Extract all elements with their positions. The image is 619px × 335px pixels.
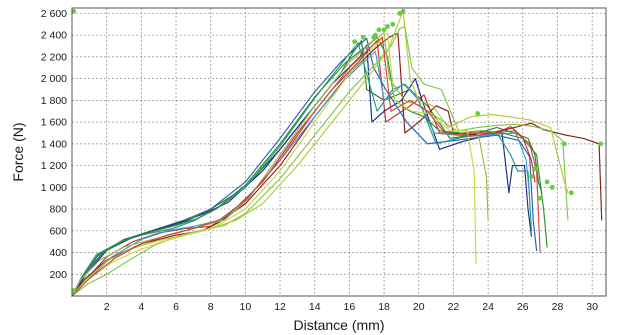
end-point-marker xyxy=(71,288,77,293)
y-tick-label: 600 xyxy=(49,225,67,237)
x-tick-label: 16 xyxy=(344,301,356,313)
x-tick-label: 10 xyxy=(240,301,252,313)
y-tick-label: 1 000 xyxy=(41,182,67,194)
x-tick-label: 2 xyxy=(104,301,110,313)
x-tick-label: 4 xyxy=(138,301,144,313)
y-tick-label: 400 xyxy=(49,247,67,259)
x-tick-label: 24 xyxy=(482,301,494,313)
marker-layer xyxy=(71,8,604,293)
series-line xyxy=(71,36,541,297)
x-tick-label: 14 xyxy=(309,301,321,313)
end-point-marker xyxy=(352,39,358,45)
x-tick-labels: 2 4 6 8 10 12 14 16 18 20 22 24 26 28 30 xyxy=(104,301,598,313)
series-line xyxy=(71,44,532,297)
end-point-marker xyxy=(400,8,406,14)
x-tick-label: 26 xyxy=(517,301,529,313)
x-tick-label: 18 xyxy=(378,301,390,313)
series-line xyxy=(71,50,531,297)
plot-frame xyxy=(71,7,607,297)
series-layer xyxy=(71,10,603,297)
series-line xyxy=(71,37,538,297)
end-point-marker xyxy=(360,34,366,40)
y-tick-label: 2 000 xyxy=(41,73,67,85)
end-point-marker xyxy=(537,195,543,201)
x-tick-label: 22 xyxy=(448,301,460,313)
y-tick-labels: 200 400 600 800 1 000 1 200 1 400 1 600 1 800 2 0… xyxy=(41,8,67,281)
x-tick-label: 30 xyxy=(586,301,598,313)
end-point-marker xyxy=(371,34,377,40)
end-point-marker xyxy=(544,179,550,185)
y-tick-label: 1 600 xyxy=(41,117,67,129)
end-point-marker xyxy=(568,190,574,196)
end-point-marker xyxy=(390,21,396,27)
y-tick-label: 2 400 xyxy=(41,30,67,42)
series-line xyxy=(71,32,489,297)
end-point-marker xyxy=(385,24,390,29)
y-tick-label: 1 200 xyxy=(41,160,67,172)
x-tick-label: 12 xyxy=(274,301,286,313)
x-tick-label: 28 xyxy=(552,301,564,313)
end-point-marker xyxy=(376,27,382,33)
end-point-marker xyxy=(475,111,481,116)
y-tick-label: 800 xyxy=(49,204,67,216)
y-tick-label: 1 400 xyxy=(41,138,67,150)
y-tick-label: 2 200 xyxy=(41,51,67,63)
x-axis-title: Distance (mm) xyxy=(293,317,384,333)
end-point-marker xyxy=(549,184,555,190)
end-point-marker xyxy=(561,141,567,147)
end-point-marker xyxy=(71,8,77,14)
y-tick-label: 1 800 xyxy=(41,95,67,107)
x-tick-label: 6 xyxy=(173,301,179,313)
x-tick-label: 8 xyxy=(208,301,214,313)
end-point-marker xyxy=(397,11,403,16)
y-axis-title: Force (N) xyxy=(10,122,26,181)
series-line xyxy=(71,10,569,297)
y-tick-label: 200 xyxy=(49,269,67,281)
end-point-marker xyxy=(532,166,538,172)
end-point-marker xyxy=(529,174,534,179)
series-line xyxy=(71,32,477,297)
y-tick-label: 2 600 xyxy=(41,8,67,20)
end-point-marker xyxy=(381,27,387,33)
end-point-marker xyxy=(598,141,604,147)
x-tick-label: 20 xyxy=(413,301,425,313)
